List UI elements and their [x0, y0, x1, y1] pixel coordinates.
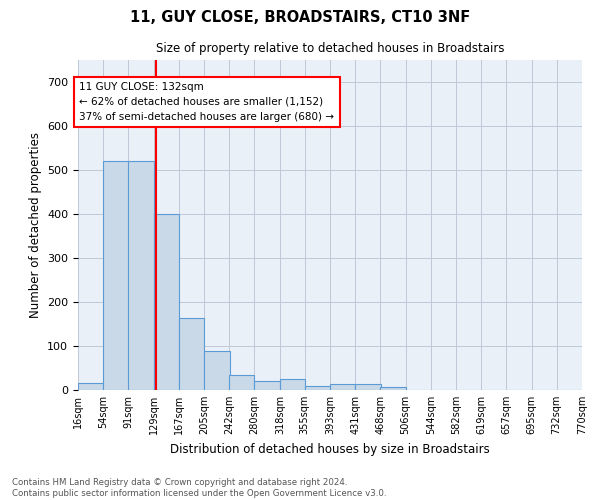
Bar [78, 384, 103, 390]
Bar [154, 214, 179, 390]
Bar [128, 161, 154, 390]
Bar [330, 384, 355, 390]
Bar [254, 381, 280, 390]
Bar [380, 388, 406, 390]
Bar [280, 380, 305, 390]
Text: 11, GUY CLOSE, BROADSTAIRS, CT10 3NF: 11, GUY CLOSE, BROADSTAIRS, CT10 3NF [130, 10, 470, 25]
Bar [103, 161, 129, 390]
Bar [205, 352, 230, 390]
Bar [179, 318, 205, 390]
X-axis label: Distribution of detached houses by size in Broadstairs: Distribution of detached houses by size … [170, 442, 490, 456]
Y-axis label: Number of detached properties: Number of detached properties [29, 132, 41, 318]
Title: Size of property relative to detached houses in Broadstairs: Size of property relative to detached ho… [156, 42, 504, 54]
Bar [305, 386, 330, 390]
Bar [229, 375, 254, 390]
Text: 11 GUY CLOSE: 132sqm
← 62% of detached houses are smaller (1,152)
37% of semi-de: 11 GUY CLOSE: 132sqm ← 62% of detached h… [79, 82, 334, 122]
Bar [355, 384, 381, 390]
Text: Contains HM Land Registry data © Crown copyright and database right 2024.
Contai: Contains HM Land Registry data © Crown c… [12, 478, 386, 498]
